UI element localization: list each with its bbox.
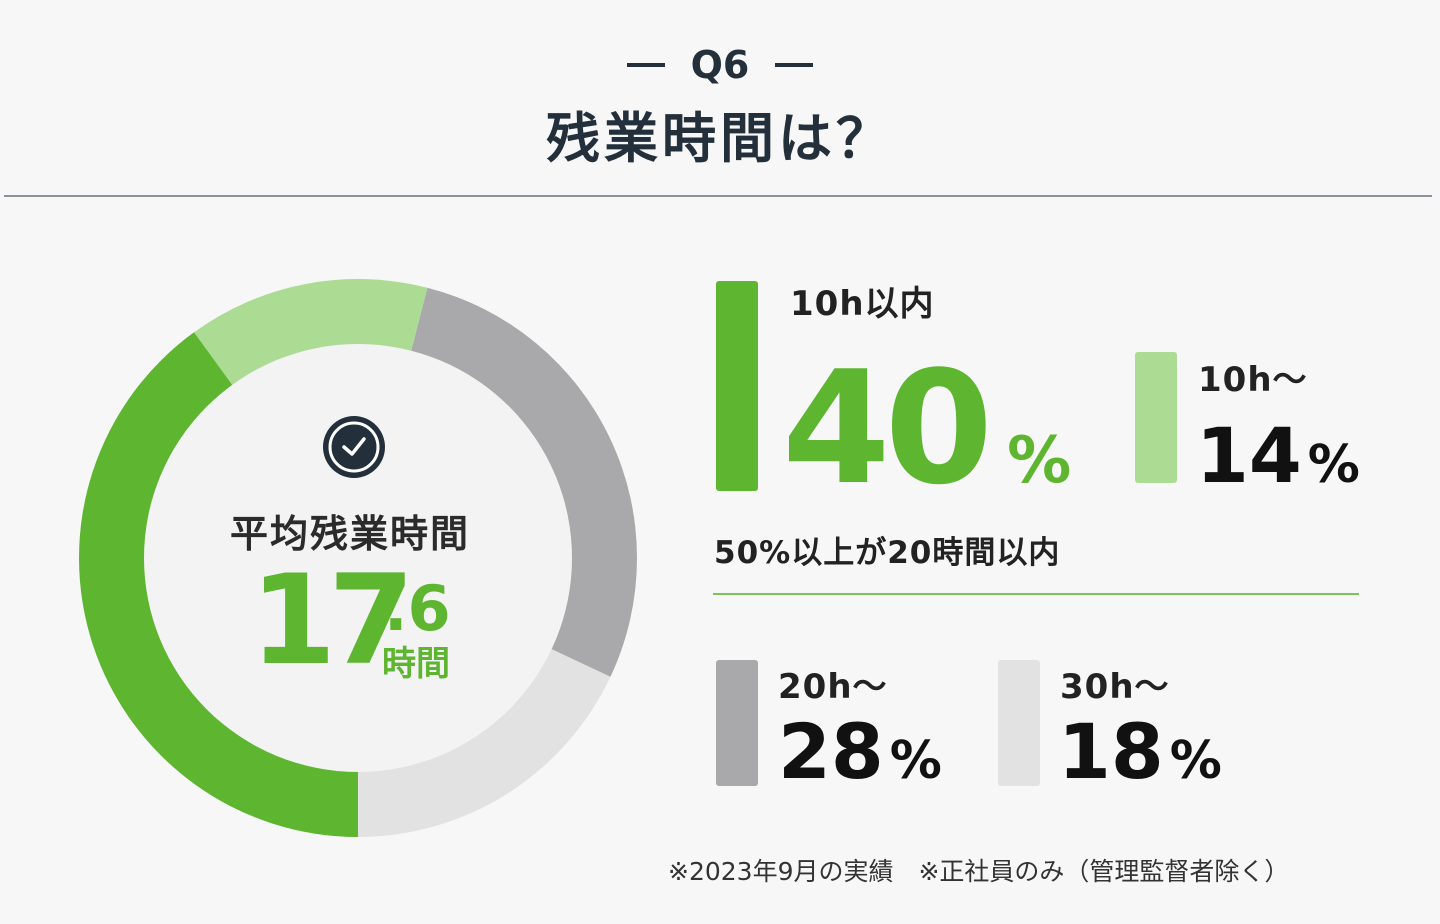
legend-number-20h-plus: 28	[778, 707, 884, 796]
legend-label-10h-plus: 10h〜	[1198, 360, 1308, 400]
legend-bar-30h-plus	[998, 660, 1040, 786]
average-decimal: .6	[384, 572, 451, 645]
donut-slice-30h-plus	[358, 648, 611, 837]
donut-center	[144, 344, 572, 772]
legend-number-10h-plus: 14	[1196, 411, 1302, 500]
clock-icon	[322, 415, 386, 479]
legend-number-10h-within: 40	[782, 337, 993, 519]
legend-label-10h-within: 10h以内	[790, 284, 935, 324]
summary-note: 50%以上が20時間以内	[714, 535, 1061, 571]
question-number: Q6	[0, 40, 1440, 90]
average-label: 平均残業時間	[229, 512, 470, 556]
page-title: 残業時間は？	[546, 107, 894, 170]
summary-divider	[713, 593, 1359, 595]
legend-value-20h-plus: 28%	[778, 714, 942, 790]
legend-unit-20h-plus: %	[889, 731, 942, 791]
left-dash	[626, 63, 665, 67]
footnote: ※2023年9月の実績 ※正社員のみ（管理監督者除く）	[668, 857, 1290, 886]
donut-slice-10h-plus	[194, 279, 428, 387]
legend-label-30h-plus: 30h〜	[1060, 667, 1170, 707]
legend-value-10h-within: 40%	[782, 350, 1071, 506]
question-label: Q6	[690, 43, 750, 87]
legend-value-30h-plus: 18%	[1058, 714, 1222, 790]
donut-chart	[78, 279, 638, 837]
donut-slice-10h-within	[78, 332, 358, 837]
legend-value-10h-plus: 14%	[1196, 418, 1360, 494]
legend-unit-30h-plus: %	[1169, 731, 1222, 791]
legend-label-20h-plus: 20h〜	[778, 667, 888, 707]
legend-bar-10h-within	[716, 281, 758, 491]
legend-bar-10h-plus	[1135, 352, 1177, 483]
average-unit: 時間	[382, 644, 450, 684]
average-integer: 17	[250, 549, 415, 693]
donut-slice-20h-plus	[410, 287, 638, 677]
legend-number-30h-plus: 18	[1058, 707, 1164, 796]
legend-unit-10h-plus: %	[1307, 435, 1360, 495]
legend-bar-20h-plus	[716, 660, 758, 786]
right-dash	[775, 63, 814, 67]
title-divider	[4, 195, 1432, 197]
legend-unit-10h-within: %	[1007, 424, 1072, 498]
